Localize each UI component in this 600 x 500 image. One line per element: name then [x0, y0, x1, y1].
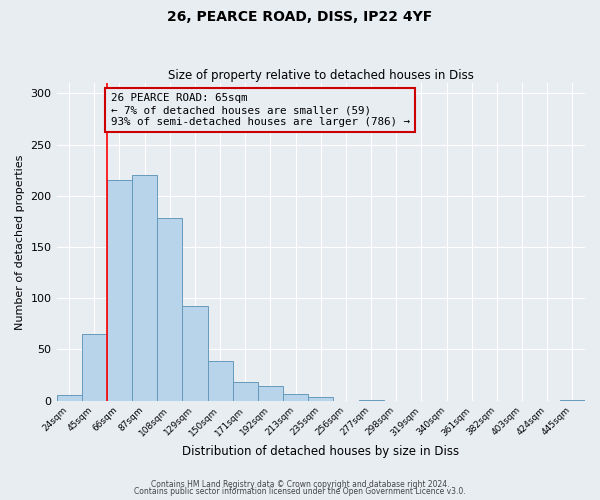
Text: Contains HM Land Registry data © Crown copyright and database right 2024.: Contains HM Land Registry data © Crown c…: [151, 480, 449, 489]
Title: Size of property relative to detached houses in Diss: Size of property relative to detached ho…: [168, 69, 474, 82]
X-axis label: Distribution of detached houses by size in Diss: Distribution of detached houses by size …: [182, 444, 460, 458]
Text: 26, PEARCE ROAD, DISS, IP22 4YF: 26, PEARCE ROAD, DISS, IP22 4YF: [167, 10, 433, 24]
Bar: [82, 334, 107, 400]
Bar: [132, 176, 157, 400]
Text: Contains public sector information licensed under the Open Government Licence v3: Contains public sector information licen…: [134, 487, 466, 496]
Bar: [157, 218, 182, 400]
Text: 26 PEARCE ROAD: 65sqm
← 7% of detached houses are smaller (59)
93% of semi-detac: 26 PEARCE ROAD: 65sqm ← 7% of detached h…: [110, 94, 410, 126]
Bar: [182, 306, 208, 400]
Bar: [233, 382, 258, 400]
Bar: [208, 360, 233, 401]
Bar: [283, 394, 308, 400]
Bar: [107, 180, 132, 400]
Y-axis label: Number of detached properties: Number of detached properties: [15, 154, 25, 330]
Bar: [56, 396, 82, 400]
Bar: [308, 396, 334, 400]
Bar: [258, 386, 283, 400]
